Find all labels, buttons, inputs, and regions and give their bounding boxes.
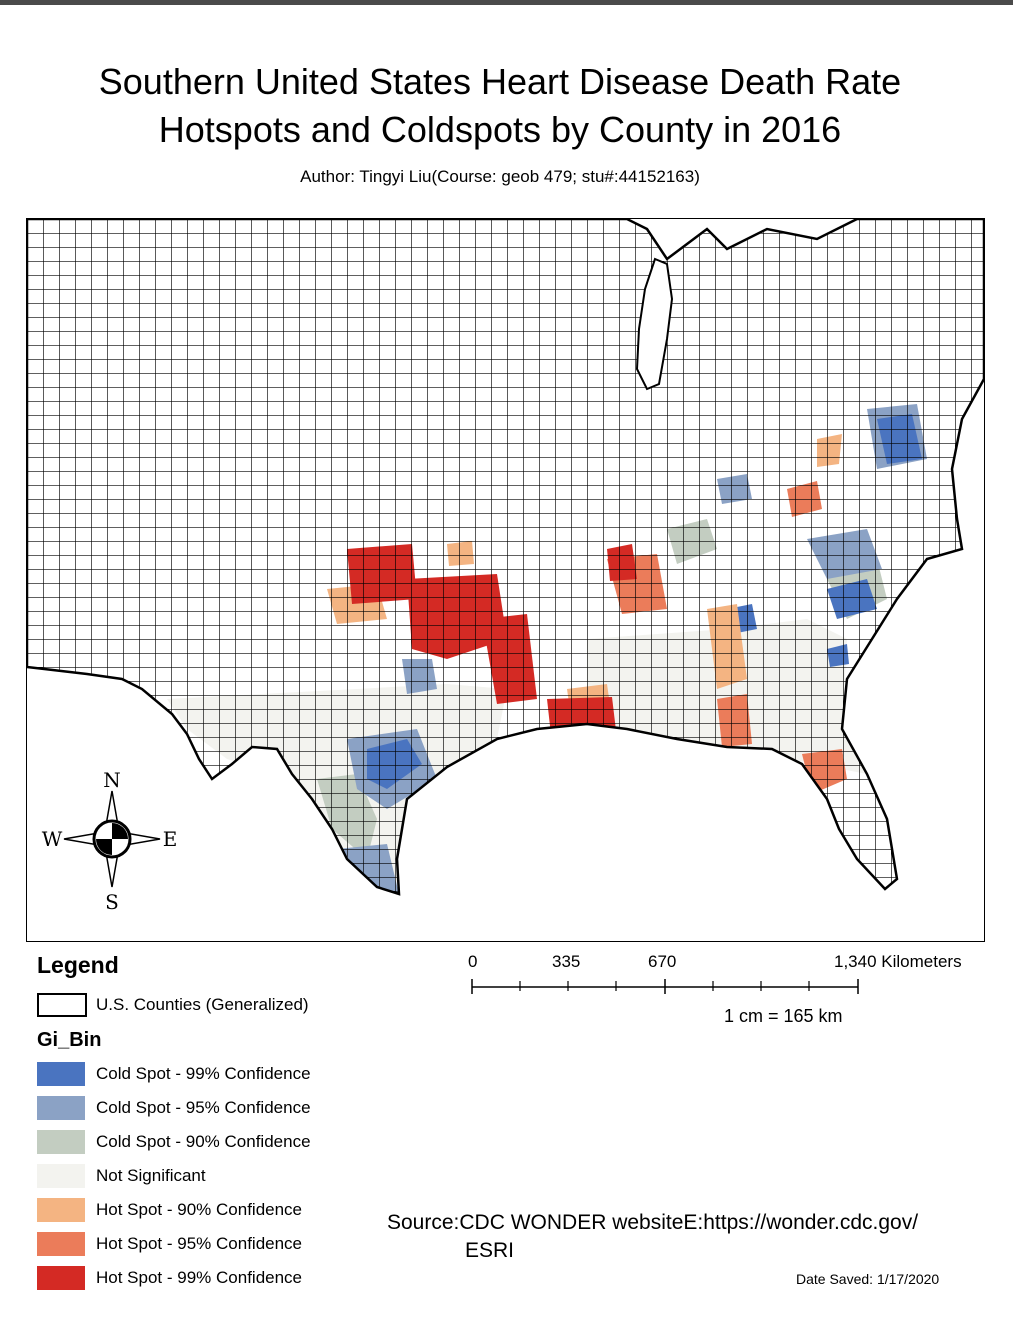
legend-swatch xyxy=(37,1198,85,1222)
lake-michigan xyxy=(635,257,674,391)
legend-item-label: Hot Spot - 95% Confidence xyxy=(96,1234,303,1253)
legend-swatch xyxy=(37,1062,85,1086)
legend-item-label: Not Significant xyxy=(96,1166,206,1185)
top-border xyxy=(0,0,1013,5)
scale-label-0: 0 xyxy=(468,952,478,971)
source-line-1: Source:CDC WONDER websiteE:https://wonde… xyxy=(387,1211,919,1234)
legend-field-title: Gi_Bin xyxy=(37,1029,102,1051)
legend-swatch xyxy=(37,1164,85,1188)
source-line-2: ESRI xyxy=(465,1239,515,1262)
county-map: N S E W xyxy=(27,219,984,914)
scale-label-335: 335 xyxy=(552,952,581,971)
map-title-line-2: Hotspots and Coldspots by County in 2016 xyxy=(158,109,842,150)
scale-bar: 0 335 670 1,340 Kilometers xyxy=(460,948,1000,1038)
author-line: Author: Tingyi Liu(Course: geob 479; stu… xyxy=(300,167,700,186)
legend-title: Legend xyxy=(37,952,119,978)
legend-item-label: Cold Spot - 99% Confidence xyxy=(96,1064,311,1083)
legend-item-label: Cold Spot - 90% Confidence xyxy=(96,1132,311,1151)
map-title-line-1: Southern United States Heart Disease Dea… xyxy=(98,61,902,102)
scale-label-1340: 1,340 Kilometers xyxy=(834,952,962,971)
legend-county-swatch xyxy=(37,993,87,1017)
compass-w-label: W xyxy=(42,827,63,851)
date-saved: Date Saved: 1/17/2020 xyxy=(796,1271,940,1287)
legend-swatch xyxy=(37,1096,85,1120)
scale-label-670: 670 xyxy=(648,952,677,971)
legend-item-label: Hot Spot - 99% Confidence xyxy=(96,1268,303,1287)
map-frame: N S E W xyxy=(26,218,985,942)
coastline-outline xyxy=(27,219,984,896)
legend-swatch xyxy=(37,1232,85,1256)
legend-counties-label: U.S. Counties (Generalized) xyxy=(96,995,309,1014)
legend-item-label: Cold Spot - 95% Confidence xyxy=(96,1098,311,1117)
compass-s-label: S xyxy=(105,890,119,914)
legend-swatch xyxy=(37,1266,85,1290)
compass-e-label: E xyxy=(163,827,178,851)
compass-rose: N S E W xyxy=(42,768,178,914)
legend-item-label: Hot Spot - 90% Confidence xyxy=(96,1200,303,1219)
compass-n-label: N xyxy=(103,768,121,792)
scale-ratio: 1 cm = 165 km xyxy=(724,1006,843,1026)
legend-swatch xyxy=(37,1130,85,1154)
